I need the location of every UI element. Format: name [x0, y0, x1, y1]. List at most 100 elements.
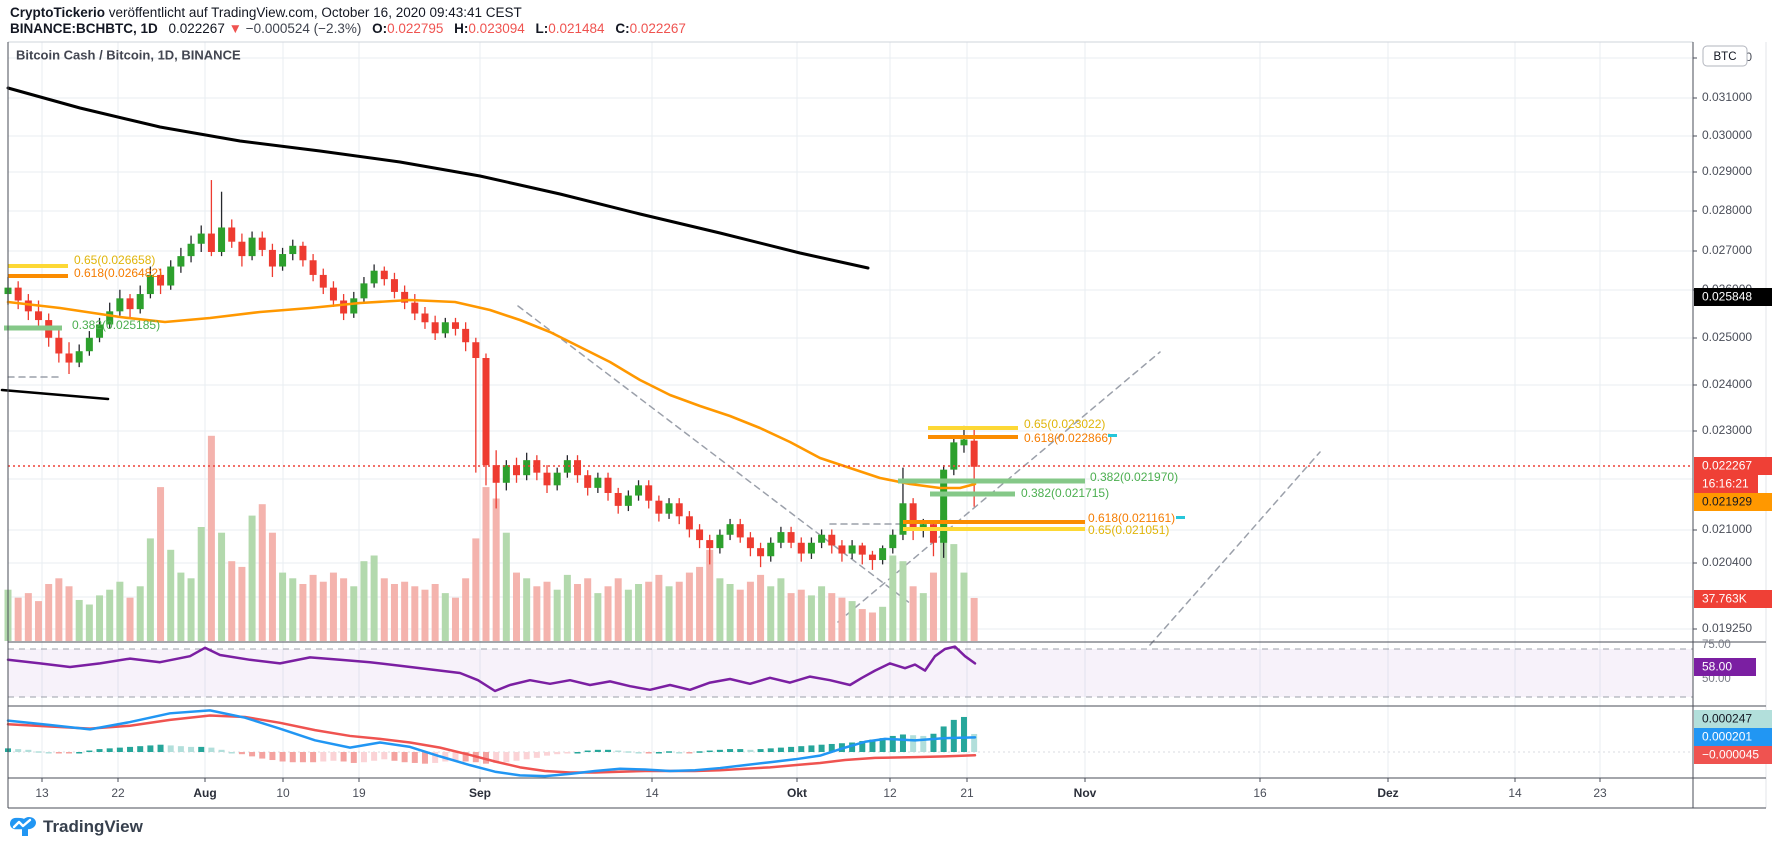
candle-body [706, 540, 714, 549]
volume-bar [584, 578, 592, 641]
volume-bar [329, 572, 337, 641]
candle-body [818, 534, 826, 543]
candle-body [797, 542, 805, 554]
high-label: H: [454, 21, 469, 36]
candle-body [574, 460, 582, 476]
candle-body [421, 313, 429, 323]
axis-badge-value: 0.025848 [1702, 290, 1752, 304]
volume-bar [380, 578, 388, 641]
macd-histogram-bar [493, 752, 500, 763]
candle-body [472, 342, 480, 359]
macd-histogram-bar [269, 752, 276, 761]
candle-body [340, 300, 348, 314]
volume-bar [24, 593, 32, 641]
price-axis-label: 0.024000 [1702, 377, 1752, 391]
macd-histogram-bar [249, 752, 256, 757]
candle-body [777, 532, 785, 543]
macd-histogram-bar [544, 752, 551, 756]
candle-body [279, 254, 287, 267]
candle-body [899, 503, 907, 535]
candle-body [553, 472, 561, 486]
macd-histogram-bar [310, 752, 317, 763]
axis-badge [1694, 457, 1772, 475]
volume-bar [899, 561, 907, 641]
volume-bar [757, 574, 765, 641]
volume-bar [431, 584, 439, 641]
candle-body [401, 291, 409, 303]
volume-bar [238, 566, 246, 641]
macd-histogram-bar [279, 752, 286, 762]
candle-body [716, 534, 724, 549]
candle-body [523, 460, 531, 476]
candle-body [207, 233, 215, 252]
volume-bar [126, 597, 134, 641]
volume-bar [858, 609, 866, 641]
volume-bar [360, 561, 368, 641]
macd-histogram-bar [696, 751, 703, 753]
volume-bar [787, 593, 795, 641]
macd-histogram-bar [737, 749, 744, 752]
rsi-scale-label: 50.00 [1702, 673, 1731, 685]
tradingview-footer[interactable]: TradingView [10, 816, 143, 838]
down-triangle-icon: ▼ [228, 21, 242, 36]
macd-histogram-bar [605, 749, 612, 752]
volume-bar [970, 597, 978, 641]
volume-bar [268, 532, 276, 641]
price-axis-label: 0.025000 [1702, 330, 1752, 344]
macd-histogram-bar [574, 752, 581, 754]
candle-body [635, 485, 643, 496]
axis-badge-value: 0.021929 [1702, 495, 1752, 509]
candle-body [746, 537, 754, 549]
candle-body [177, 256, 185, 267]
volume-bar [645, 581, 653, 641]
macd-histogram-bar [798, 746, 805, 752]
time-axis-label: 14 [1508, 786, 1522, 800]
candle-body [268, 249, 276, 267]
volume-bar [716, 578, 724, 641]
macd-histogram-bar [960, 716, 967, 752]
fib-level-label: 0.65(0.023022) [1024, 417, 1105, 431]
time-axis-label: 21 [960, 786, 974, 800]
black-trendline-short [0, 388, 110, 401]
price-axis-label: 0.027000 [1702, 243, 1752, 257]
time-axis-label: 19 [352, 786, 366, 800]
candle-body [146, 274, 154, 295]
macd-histogram-bar [971, 733, 978, 752]
axis-badge-value: 58.00 [1702, 660, 1732, 674]
macd-histogram-bar [167, 745, 174, 752]
time-axis-label: 16 [1253, 786, 1267, 800]
macd-histogram-bar [676, 752, 683, 754]
axis-badge [1694, 710, 1772, 728]
macd-histogram-bar [289, 752, 296, 763]
volume-bar [167, 549, 175, 641]
volume-bar [116, 581, 124, 641]
macd-histogram-bar [381, 752, 388, 760]
macd-histogram-bar [615, 750, 622, 753]
volume-bar [919, 593, 927, 641]
volume-bar [777, 578, 785, 641]
volume-bar [319, 581, 327, 641]
candle-body [543, 472, 551, 486]
axis-badge-value: 0.000201 [1702, 730, 1752, 744]
volume-bar [482, 487, 490, 641]
candle-body [319, 274, 327, 288]
macd-histogram-bar [421, 752, 428, 764]
macd-histogram-bar [503, 752, 510, 763]
macd-histogram-bar [86, 750, 93, 753]
fib-level-label: 0.618(0.022866) [1024, 431, 1112, 445]
macd-histogram-bar [910, 735, 917, 752]
macd-histogram-bar [452, 752, 459, 761]
macd-histogram-bar [116, 747, 123, 752]
volume-bar [421, 589, 429, 641]
unit-button[interactable] [1702, 45, 1748, 67]
macd-histogram-bar [340, 752, 347, 762]
candle-body [187, 243, 195, 257]
time-axis-label: 22 [111, 786, 125, 800]
macd-histogram-bar [950, 719, 957, 752]
candle-body [929, 524, 937, 543]
cyan-anchor-mark [1176, 516, 1185, 519]
macd-histogram-bar [849, 742, 856, 752]
volume-bar [929, 572, 937, 641]
